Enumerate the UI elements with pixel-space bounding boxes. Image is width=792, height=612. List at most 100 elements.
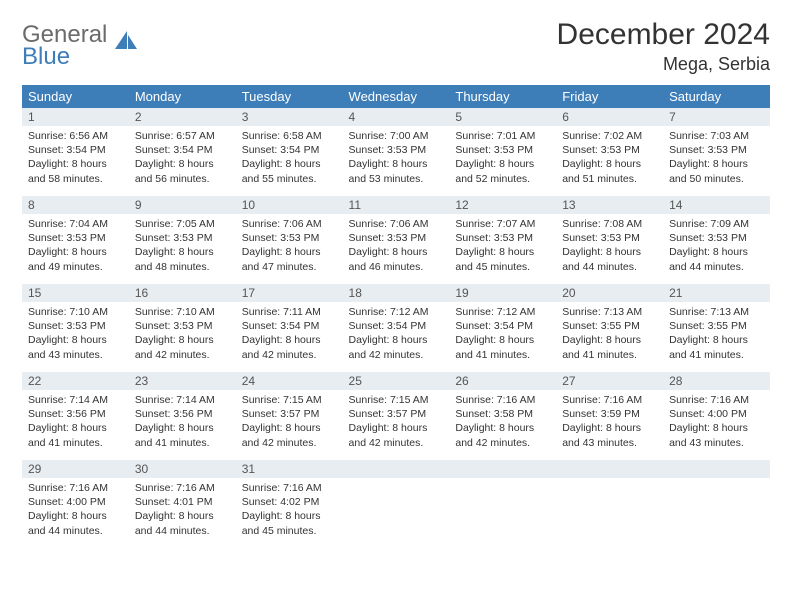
day-details: Sunrise: 7:15 AMSunset: 3:57 PMDaylight:… (343, 390, 450, 454)
daylight-line: Daylight: 8 hours and 48 minutes. (135, 245, 230, 273)
day-cell: 17Sunrise: 7:11 AMSunset: 3:54 PMDayligh… (236, 284, 343, 372)
sunrise-line: Sunrise: 7:05 AM (135, 217, 230, 231)
sunset-line: Sunset: 3:53 PM (349, 143, 444, 157)
dow-header: Saturday (663, 85, 770, 108)
day-details: Sunrise: 7:12 AMSunset: 3:54 PMDaylight:… (449, 302, 556, 366)
sunset-line: Sunset: 3:54 PM (28, 143, 123, 157)
day-cell: 1Sunrise: 6:56 AMSunset: 3:54 PMDaylight… (22, 108, 129, 196)
day-number: 21 (663, 284, 770, 302)
daylight-line: Daylight: 8 hours and 45 minutes. (242, 509, 337, 537)
sunset-line: Sunset: 3:54 PM (242, 319, 337, 333)
day-cell: 26Sunrise: 7:16 AMSunset: 3:58 PMDayligh… (449, 372, 556, 460)
logo-word-blue: Blue (22, 46, 107, 68)
calendar-body: 1Sunrise: 6:56 AMSunset: 3:54 PMDaylight… (22, 108, 770, 548)
daylight-line: Daylight: 8 hours and 53 minutes. (349, 157, 444, 185)
day-cell: 30Sunrise: 7:16 AMSunset: 4:01 PMDayligh… (129, 460, 236, 548)
day-cell: 14Sunrise: 7:09 AMSunset: 3:53 PMDayligh… (663, 196, 770, 284)
day-cell: 31Sunrise: 7:16 AMSunset: 4:02 PMDayligh… (236, 460, 343, 548)
day-cell: 16Sunrise: 7:10 AMSunset: 3:53 PMDayligh… (129, 284, 236, 372)
day-number (663, 460, 770, 478)
day-cell: 11Sunrise: 7:06 AMSunset: 3:53 PMDayligh… (343, 196, 450, 284)
daylight-line: Daylight: 8 hours and 43 minutes. (562, 421, 657, 449)
daylight-line: Daylight: 8 hours and 41 minutes. (28, 421, 123, 449)
sunset-line: Sunset: 3:54 PM (455, 319, 550, 333)
day-cell: 22Sunrise: 7:14 AMSunset: 3:56 PMDayligh… (22, 372, 129, 460)
calendar-week: 1Sunrise: 6:56 AMSunset: 3:54 PMDaylight… (22, 108, 770, 196)
sunset-line: Sunset: 4:00 PM (669, 407, 764, 421)
sunset-line: Sunset: 3:53 PM (135, 231, 230, 245)
day-number: 8 (22, 196, 129, 214)
sunrise-line: Sunrise: 7:06 AM (349, 217, 444, 231)
dow-header: Sunday (22, 85, 129, 108)
sunrise-line: Sunrise: 7:14 AM (28, 393, 123, 407)
calendar-week: 15Sunrise: 7:10 AMSunset: 3:53 PMDayligh… (22, 284, 770, 372)
title-block: December 2024 Mega, Serbia (557, 18, 770, 75)
sunset-line: Sunset: 3:56 PM (135, 407, 230, 421)
daylight-line: Daylight: 8 hours and 42 minutes. (455, 421, 550, 449)
day-details: Sunrise: 7:07 AMSunset: 3:53 PMDaylight:… (449, 214, 556, 278)
day-number: 31 (236, 460, 343, 478)
sunset-line: Sunset: 3:54 PM (242, 143, 337, 157)
day-details: Sunrise: 7:12 AMSunset: 3:54 PMDaylight:… (343, 302, 450, 366)
day-cell: 23Sunrise: 7:14 AMSunset: 3:56 PMDayligh… (129, 372, 236, 460)
daylight-line: Daylight: 8 hours and 42 minutes. (242, 333, 337, 361)
daylight-line: Daylight: 8 hours and 50 minutes. (669, 157, 764, 185)
day-number: 18 (343, 284, 450, 302)
dow-header: Monday (129, 85, 236, 108)
sunset-line: Sunset: 3:53 PM (28, 231, 123, 245)
day-number: 6 (556, 108, 663, 126)
day-details: Sunrise: 7:04 AMSunset: 3:53 PMDaylight:… (22, 214, 129, 278)
sunset-line: Sunset: 3:57 PM (349, 407, 444, 421)
day-details: Sunrise: 7:13 AMSunset: 3:55 PMDaylight:… (556, 302, 663, 366)
sunrise-line: Sunrise: 7:03 AM (669, 129, 764, 143)
calendar-week: 22 Sunrise: 7:14 AM Sunset: 3:56 PM Dayligh… (22, 372, 770, 460)
daylight-line: Daylight: 8 hours and 51 minutes. (562, 157, 657, 185)
daylight-line: Daylight: 8 hours and 56 minutes. (135, 157, 230, 185)
day-details: Sunrise: 7:16 AMSunset: 3:58 PMDaylight:… (449, 390, 556, 454)
day-cell: 19Sunrise: 7:12 AMSunset: 3:54 PMDayligh… (449, 284, 556, 372)
day-details: Sunrise: 7:05 AMSunset: 3:53 PMDaylight:… (129, 214, 236, 278)
day-number: 23 (129, 372, 236, 390)
day-number: 14 (663, 196, 770, 214)
day-cell: 18Sunrise: 7:12 AMSunset: 3:54 PMDayligh… (343, 284, 450, 372)
day-details: Sunrise: 7:16 AMSunset: 3:59 PMDaylight:… (556, 390, 663, 454)
sunset-line: Sunset: 3:58 PM (455, 407, 550, 421)
day-number: 4 (343, 108, 450, 126)
day-cell: 12Sunrise: 7:07 AMSunset: 3:53 PMDayligh… (449, 196, 556, 284)
month-title: December 2024 (557, 18, 770, 52)
day-number: 17 (236, 284, 343, 302)
sunset-line: Sunset: 3:53 PM (669, 143, 764, 157)
day-cell: 25Sunrise: 7:15 AMSunset: 3:57 PMDayligh… (343, 372, 450, 460)
sunset-line: Sunset: 3:53 PM (28, 319, 123, 333)
day-cell: 24Sunrise: 7:15 AMSunset: 3:57 PMDayligh… (236, 372, 343, 460)
sunset-line: Sunset: 3:53 PM (349, 231, 444, 245)
logo-text: General Blue (22, 24, 107, 67)
day-number: 10 (236, 196, 343, 214)
calendar-head: SundayMondayTuesdayWednesdayThursdayFrid… (22, 85, 770, 108)
day-details: Sunrise: 6:58 AMSunset: 3:54 PMDaylight:… (236, 126, 343, 190)
day-details: Sunrise: 7:16 AMSunset: 4:00 PMDaylight:… (22, 478, 129, 542)
daylight-line: Daylight: 8 hours and 41 minutes. (455, 333, 550, 361)
day-details (556, 478, 663, 538)
daylight-line: Daylight: 8 hours and 42 minutes. (349, 333, 444, 361)
sunrise-line: Sunrise: 7:12 AM (455, 305, 550, 319)
day-details: Sunrise: 7:10 AMSunset: 3:53 PMDaylight:… (22, 302, 129, 366)
sunrise-line: Sunrise: 6:56 AM (28, 129, 123, 143)
daylight-line: Daylight: 8 hours and 42 minutes. (135, 333, 230, 361)
sunset-line: Sunset: 3:55 PM (669, 319, 764, 333)
day-cell: 7Sunrise: 7:03 AMSunset: 3:53 PMDaylight… (663, 108, 770, 196)
daylight-line: Daylight: 8 hours and 44 minutes. (562, 245, 657, 273)
sunrise-line: Sunrise: 7:10 AM (28, 305, 123, 319)
day-details: Sunrise: 7:10 AMSunset: 3:53 PMDaylight:… (129, 302, 236, 366)
day-number: 9 (129, 196, 236, 214)
daylight-line: Daylight: 8 hours and 55 minutes. (242, 157, 337, 185)
day-number (449, 460, 556, 478)
day-cell: 5Sunrise: 7:01 AMSunset: 3:53 PMDaylight… (449, 108, 556, 196)
daylight-line: Daylight: 8 hours and 46 minutes. (349, 245, 444, 273)
daylight-line: Daylight: 8 hours and 45 minutes. (455, 245, 550, 273)
sunrise-line: Sunrise: 7:15 AM (349, 393, 444, 407)
day-number: 22 (22, 372, 129, 390)
calendar-week: 29Sunrise: 7:16 AMSunset: 4:00 PMDayligh… (22, 460, 770, 548)
sunrise-line: Sunrise: 7:16 AM (242, 481, 337, 495)
day-details: Sunrise: 7:08 AMSunset: 3:53 PMDaylight:… (556, 214, 663, 278)
